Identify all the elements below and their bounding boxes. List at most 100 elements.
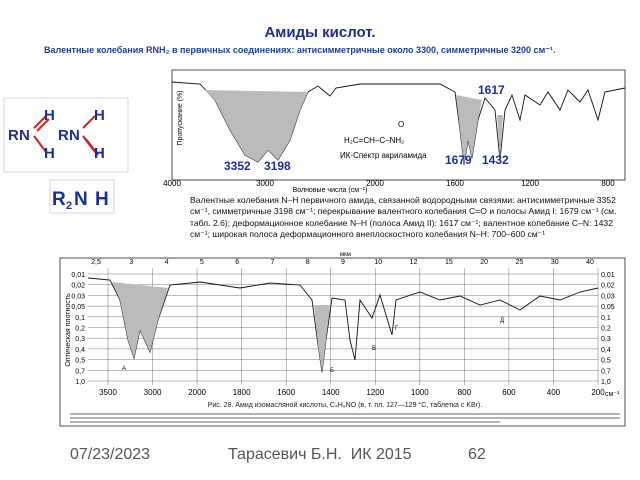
top-tick-label: 5 xyxy=(200,259,204,266)
y-tick-label: 0,05 xyxy=(71,304,85,311)
atom: R xyxy=(8,127,19,144)
x-unit: см⁻¹ xyxy=(605,391,620,398)
spectrum2-band xyxy=(112,282,330,372)
peak-label: 1432 xyxy=(482,153,509,167)
y-tick-label: 0,2 xyxy=(75,326,85,333)
y-tick-label: 0,5 xyxy=(75,358,85,365)
x-tick-label: 400 xyxy=(547,388,561,397)
spectrum2-caption: Рис. 28. Амид изомасляной кислоты, C₄H₉N… xyxy=(207,402,483,409)
structures-box xyxy=(3,97,129,173)
top-tick-label: 3 xyxy=(129,259,133,266)
top-tick-label: 8 xyxy=(306,259,310,266)
band-label: Г xyxy=(395,326,399,332)
atom: H xyxy=(95,189,109,210)
description: Валентные колебания N–H первичного амида… xyxy=(190,195,617,240)
y-axis-label: Оптическая плотность xyxy=(65,293,72,367)
band-label: Д xyxy=(500,318,504,324)
y-tick-label: 0,03 xyxy=(601,293,615,300)
spectrum1-band xyxy=(456,95,503,165)
atom: H xyxy=(94,145,105,162)
atom: R xyxy=(52,189,66,210)
band-label: В xyxy=(372,346,376,352)
top-tick-label: 25 xyxy=(516,259,524,266)
y-tick-label: 0,2 xyxy=(601,326,611,333)
title: Амиды кислот. xyxy=(264,24,376,41)
band-label: Б xyxy=(330,368,334,374)
x-tick-label: 2000 xyxy=(188,388,206,397)
footer-author: Тарасевич Б.Н. ИК 2015 xyxy=(228,446,412,463)
peak-label: 3352 xyxy=(224,159,251,173)
footer-page: 62 xyxy=(468,446,486,463)
atom: 2 xyxy=(66,200,72,212)
y-tick-label: 0,1 xyxy=(75,315,85,322)
top-unit: мкм xyxy=(340,252,351,258)
y-tick-label: 0,02 xyxy=(71,283,85,290)
x-tick-label: 200 xyxy=(591,388,605,397)
molecule: H₂C=CH–C–NH₂ xyxy=(344,136,404,145)
y-tick-label: 0,3 xyxy=(75,336,85,343)
grid xyxy=(88,268,599,385)
y-tick-label: 0,7 xyxy=(601,368,611,375)
y-tick-label: 1,0 xyxy=(601,379,611,386)
x-tick-label: 1000 xyxy=(411,388,429,397)
y-axis-label: Пропускание (%) xyxy=(177,90,184,145)
footer-date: 07/23/2023 xyxy=(70,446,151,463)
y-tick-label: 0,5 xyxy=(601,358,611,365)
y-tick-label: 1,0 xyxy=(75,379,85,386)
top-tick-label: 40 xyxy=(586,259,594,266)
top-tick-label: 10 xyxy=(374,259,382,266)
peak-label: 1679 xyxy=(445,153,472,167)
top-tick-label: 9 xyxy=(341,259,345,266)
x-tick-label: 1200 xyxy=(521,179,539,188)
top-tick-label: 12 xyxy=(410,259,418,266)
x-tick-label: 1400 xyxy=(322,388,340,397)
top-tick-label: 4 xyxy=(165,259,169,266)
subtitle: Валентные колебания RNH₂ в первичных сое… xyxy=(44,45,556,55)
atom: N xyxy=(19,127,30,144)
top-tick-label: 6 xyxy=(235,259,239,266)
y-tick-label: 0,4 xyxy=(601,347,611,354)
peak-label: 3198 xyxy=(264,159,291,173)
atom: R xyxy=(58,127,69,144)
y-tick-label: 0,03 xyxy=(71,293,85,300)
x-tick-label: 3000 xyxy=(144,388,162,397)
y-tick-label: 0,3 xyxy=(601,336,611,343)
x-tick-label: 1600 xyxy=(446,179,464,188)
x-axis-label: Волновые числа (см⁻¹) xyxy=(293,187,368,194)
y-tick-label: 0,01 xyxy=(601,272,615,279)
y-tick-label: 0,4 xyxy=(75,347,85,354)
top-tick-label: 15 xyxy=(445,259,453,266)
y-tick-label: 0,1 xyxy=(601,315,611,322)
y-tick-label: 0,7 xyxy=(75,368,85,375)
x-tick-label: 3000 xyxy=(256,179,274,188)
x-tick-label: 3500 xyxy=(99,388,117,397)
x-tick-label: 1800 xyxy=(233,388,251,397)
caption-lines xyxy=(70,413,620,423)
atom: H xyxy=(44,145,55,162)
x-tick-label: 4000 xyxy=(163,179,181,188)
y-tick-label: 0,01 xyxy=(71,272,85,279)
x-tick-label: 1600 xyxy=(277,388,295,397)
y-tick-label: 0,02 xyxy=(601,283,615,290)
atom: H xyxy=(94,107,105,124)
r2nh-box xyxy=(49,179,115,214)
x-tick-label: 2000 xyxy=(366,179,384,188)
x-tick-label: 600 xyxy=(502,388,516,397)
x-tick-label: 1200 xyxy=(366,388,384,397)
top-tick-label: 30 xyxy=(551,259,559,266)
inset xyxy=(338,128,438,166)
x-tick-label: 800 xyxy=(458,388,472,397)
top-tick-label: 20 xyxy=(480,259,488,266)
y-tick-label: 0,05 xyxy=(601,304,615,311)
band-label: А xyxy=(122,366,126,372)
spectrum1-band xyxy=(205,90,308,162)
inset-label: ИК-Спектр акриламида xyxy=(340,151,427,160)
top-tick-label: 7 xyxy=(270,259,274,266)
top-tick-label: 2,5 xyxy=(91,259,101,266)
spectrum2-frame xyxy=(59,257,626,427)
atom: N xyxy=(69,127,80,144)
atom: N xyxy=(74,189,88,210)
x-tick-label: 800 xyxy=(601,179,615,188)
